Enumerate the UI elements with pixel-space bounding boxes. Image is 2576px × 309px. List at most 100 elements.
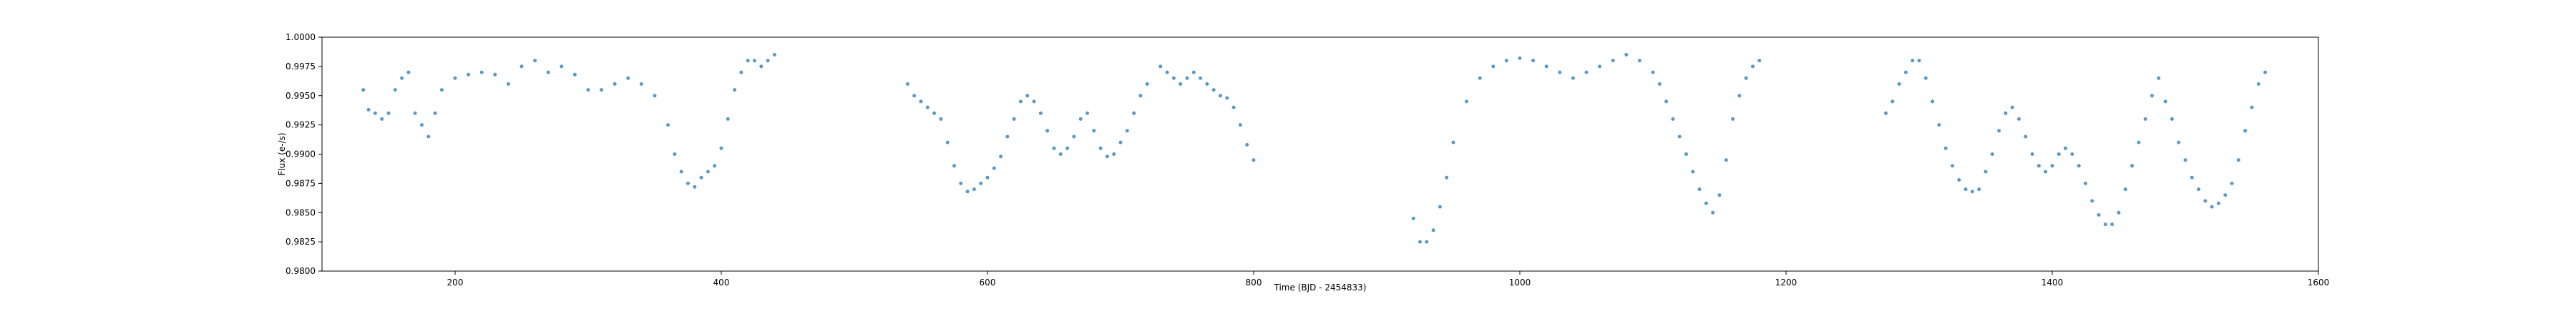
data-point <box>1657 82 1662 86</box>
data-point <box>533 59 537 63</box>
data-point <box>2143 117 2147 121</box>
data-point <box>2177 140 2181 144</box>
data-point <box>686 181 690 185</box>
data-point <box>2203 199 2207 203</box>
data-point <box>1478 76 1482 80</box>
data-point <box>1012 117 1016 121</box>
data-point <box>1211 88 1216 92</box>
data-point <box>1092 129 1096 133</box>
data-point <box>2183 158 2187 162</box>
data-point <box>925 105 930 109</box>
data-point <box>1731 117 1735 121</box>
data-point <box>1598 64 1602 69</box>
x-axis-ticks: 200 400 600 800 1000 1200 1400 1600 <box>447 271 2330 288</box>
data-point <box>1171 76 1176 80</box>
data-point <box>999 154 1003 159</box>
data-point <box>1411 216 1415 220</box>
data-point <box>979 181 983 185</box>
data-point <box>905 82 909 86</box>
x-tick-label: 1600 <box>2308 278 2330 288</box>
data-point <box>719 146 723 150</box>
data-point <box>2097 213 2101 217</box>
x-tick-label: 1400 <box>2041 278 2064 288</box>
data-point <box>666 123 670 127</box>
data-point <box>1252 158 1256 162</box>
data-point <box>626 76 630 80</box>
y-tick-label: 0.9825 <box>286 237 316 247</box>
data-point <box>2090 199 2094 203</box>
data-point <box>560 64 564 69</box>
data-point <box>2263 70 2268 74</box>
data-point <box>572 72 577 77</box>
data-point <box>493 72 497 77</box>
data-point <box>759 64 763 69</box>
x-tick-label: 200 <box>447 278 464 288</box>
data-point <box>1078 117 1083 121</box>
x-tick-label: 1000 <box>1509 278 1531 288</box>
y-tick-label: 1.0000 <box>286 32 316 42</box>
data-point <box>939 117 943 121</box>
data-point <box>1664 99 1669 104</box>
data-point <box>1445 175 1449 180</box>
data-point <box>1125 129 1129 133</box>
data-point <box>1045 129 1050 133</box>
data-point <box>766 59 770 63</box>
data-point <box>959 181 963 185</box>
data-point <box>772 53 776 57</box>
data-point <box>1923 76 1928 80</box>
y-axis-ticks: 0.9800 0.9825 0.9850 0.9875 0.9900 0.9925 0.99… <box>286 32 322 276</box>
data-point <box>2064 146 2068 150</box>
data-point <box>1191 70 1196 74</box>
data-point <box>2024 134 2028 139</box>
data-point <box>1704 201 1708 205</box>
data-point <box>919 99 923 104</box>
data-point <box>965 190 970 194</box>
data-point <box>1145 82 1149 86</box>
data-point <box>600 88 604 92</box>
data-point <box>2190 175 2194 180</box>
data-point <box>2036 164 2041 168</box>
data-point <box>439 88 444 92</box>
data-point <box>373 111 377 115</box>
data-point <box>1911 59 1915 63</box>
data-point <box>433 111 437 115</box>
data-point <box>2150 94 2154 98</box>
data-point <box>1963 187 1968 192</box>
data-point <box>1917 59 1921 63</box>
data-point <box>2050 164 2054 168</box>
data-point <box>1884 111 1888 115</box>
data-point <box>1697 187 1702 192</box>
data-point <box>1943 146 1948 150</box>
data-point <box>1238 123 1242 127</box>
data-point <box>932 111 937 115</box>
data-point <box>1691 170 1695 174</box>
data-point <box>400 76 404 80</box>
data-point <box>2157 76 2161 80</box>
data-point <box>1571 76 1575 80</box>
data-point <box>2103 222 2107 227</box>
data-point <box>1065 146 1070 150</box>
y-tick-label: 0.9950 <box>286 91 316 101</box>
data-point <box>1451 140 1455 144</box>
data-point <box>1977 187 1981 192</box>
data-point <box>366 107 371 112</box>
data-point <box>1504 59 1508 63</box>
y-tick-label: 0.9925 <box>286 120 316 130</box>
data-point <box>1219 94 1222 98</box>
x-tick-label: 800 <box>1246 278 1262 288</box>
data-point <box>2057 152 2061 156</box>
data-point <box>1970 190 1974 194</box>
y-tick-label: 0.9875 <box>286 178 316 188</box>
data-point <box>1997 129 2001 133</box>
x-tick-label: 600 <box>980 278 996 288</box>
data-point <box>1038 111 1043 115</box>
data-point <box>1225 96 1229 100</box>
data-point <box>420 123 424 127</box>
data-point <box>1518 56 1522 60</box>
data-point <box>1671 117 1675 121</box>
data-point <box>1052 146 1056 150</box>
data-point <box>2110 222 2114 227</box>
data-point <box>2250 105 2254 109</box>
data-point <box>2030 152 2034 156</box>
data-point <box>1205 82 1209 86</box>
